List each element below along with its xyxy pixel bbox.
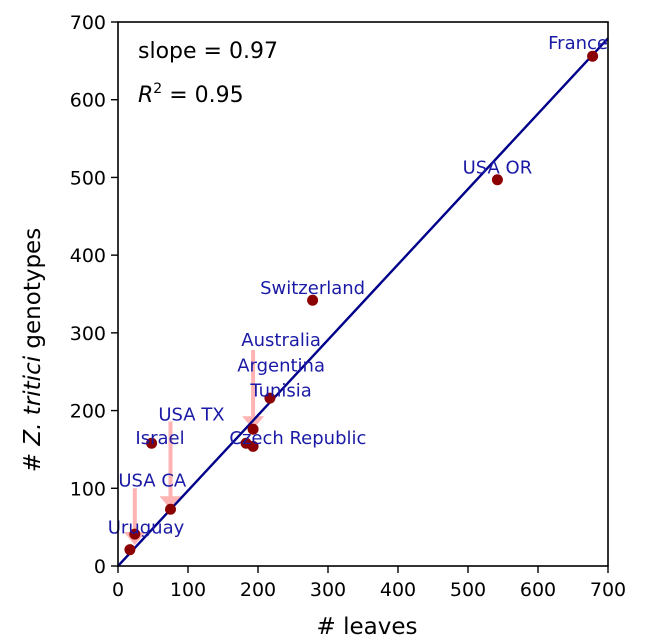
data-point xyxy=(307,294,319,306)
y-tick-label: 0 xyxy=(94,556,106,578)
points-layer xyxy=(124,50,599,556)
y-tick-label: 100 xyxy=(70,478,106,500)
point-label: USA TX xyxy=(158,405,224,426)
x-tick-label: 400 xyxy=(380,579,416,601)
data-point xyxy=(491,174,503,186)
y-tick-label: 600 xyxy=(70,90,106,112)
r2-exponent: 2 xyxy=(153,81,162,97)
x-tick-label: 600 xyxy=(520,579,556,601)
point-label: Australia xyxy=(241,330,321,351)
y-axis-label-suffix: genotypes xyxy=(20,228,46,356)
x-axis-label: # leaves xyxy=(317,614,418,639)
point-label: Israel xyxy=(135,428,184,449)
point-label: Argentina xyxy=(237,356,325,377)
r2-value: = 0.95 xyxy=(162,83,243,108)
point-label: Tunisia xyxy=(249,381,312,402)
fit-line-layer xyxy=(117,37,609,567)
y-axis-label-species: Z. tritici xyxy=(20,355,46,446)
point-labels-layer: France USA OR Switzerland Australia Argentin… xyxy=(108,33,608,538)
y-axis-label: # Z. tritici genotypes xyxy=(20,228,46,472)
data-point xyxy=(124,544,136,556)
plot-frame xyxy=(117,21,609,567)
r2-symbol: R xyxy=(138,83,153,108)
point-label: Uruguay xyxy=(108,517,185,538)
data-point xyxy=(129,528,141,540)
x-tick-label: 200 xyxy=(240,579,276,601)
point-label: Czech Republic xyxy=(229,428,366,449)
x-tick-label: 700 xyxy=(590,579,626,601)
point-label: France xyxy=(548,33,608,54)
arrow-head xyxy=(159,496,182,510)
x-tick-label: 0 xyxy=(112,579,124,601)
point-label: Switzerland xyxy=(260,278,365,299)
data-point xyxy=(247,440,259,452)
point-label: USA OR xyxy=(463,158,533,179)
data-point xyxy=(264,392,276,404)
y-tick-label: 500 xyxy=(70,167,106,189)
data-point xyxy=(146,437,158,449)
arrow-head xyxy=(242,416,265,430)
y-tick-label: 700 xyxy=(70,12,106,34)
x-tick-label: 100 xyxy=(170,579,206,601)
x-tick-label: 300 xyxy=(310,579,346,601)
x-tick-label: 500 xyxy=(450,579,486,601)
y-axis-label-prefix: # xyxy=(20,446,46,473)
fit-line xyxy=(117,37,609,567)
y-tick-label: 200 xyxy=(70,401,106,423)
slope-text: slope = 0.97 xyxy=(138,39,278,64)
data-point xyxy=(165,503,176,515)
y-tick-label: 400 xyxy=(70,245,106,267)
y-tick-label: 300 xyxy=(70,323,106,345)
data-point xyxy=(587,50,599,62)
axes-layer: 0 100 200 300 400 500 600 700 0 100 200 300 400 500 60… xyxy=(70,12,626,601)
r2-text: R2 = 0.95 xyxy=(138,81,244,108)
data-point xyxy=(247,423,259,435)
point-label: USA CA xyxy=(118,471,187,492)
